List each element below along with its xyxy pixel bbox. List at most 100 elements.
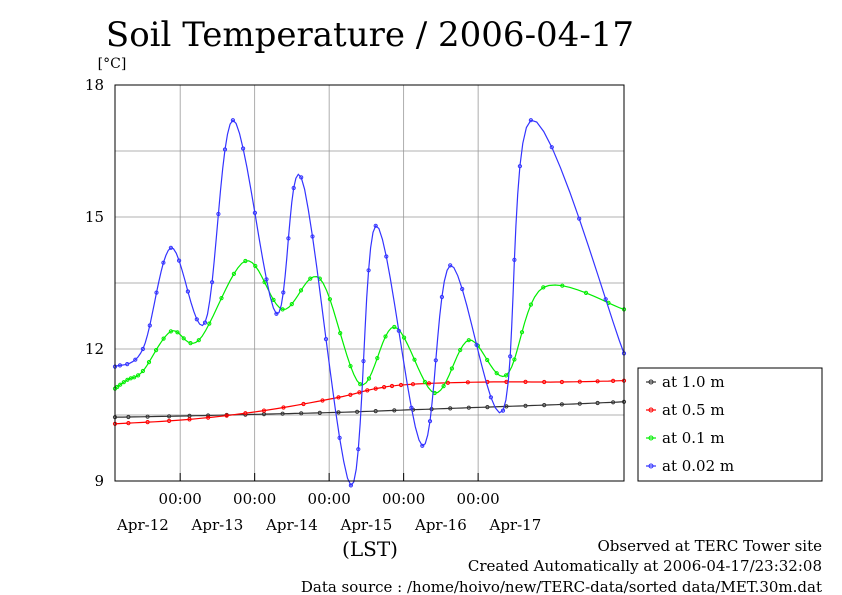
data-point bbox=[317, 410, 322, 415]
series-line bbox=[114, 260, 625, 394]
series-3 bbox=[112, 118, 627, 488]
data-point bbox=[125, 362, 130, 367]
data-point bbox=[392, 324, 397, 330]
data-point bbox=[181, 336, 186, 341]
data-point bbox=[219, 296, 224, 301]
data-point bbox=[445, 380, 450, 385]
data-point bbox=[357, 390, 362, 395]
y-tick-label: 12 bbox=[85, 340, 104, 358]
data-point bbox=[460, 286, 465, 292]
data-point bbox=[154, 348, 159, 353]
data-point bbox=[433, 358, 438, 363]
data-point bbox=[196, 338, 201, 343]
data-point bbox=[528, 302, 534, 307]
data-point bbox=[396, 328, 401, 333]
y-tick-label: 15 bbox=[85, 208, 104, 226]
data-point bbox=[291, 185, 296, 191]
x-date-label: Apr-13 bbox=[191, 516, 244, 534]
x-time-label: 00:00 bbox=[159, 490, 202, 508]
footer-site: Observed at TERC Tower site bbox=[597, 537, 822, 555]
data-point bbox=[373, 409, 378, 414]
data-point bbox=[488, 395, 493, 400]
data-point bbox=[281, 290, 286, 295]
data-point bbox=[231, 271, 236, 276]
data-point bbox=[542, 379, 547, 385]
data-point bbox=[222, 147, 228, 152]
legend-swatch-marker bbox=[648, 407, 654, 413]
data-point bbox=[206, 415, 211, 420]
data-point bbox=[383, 334, 388, 339]
data-point bbox=[517, 164, 523, 169]
legend-swatch-marker bbox=[648, 379, 654, 385]
data-point bbox=[299, 411, 304, 416]
data-point bbox=[410, 382, 416, 387]
series-line bbox=[114, 380, 624, 425]
data-point bbox=[118, 382, 123, 387]
data-point bbox=[348, 392, 353, 397]
data-point bbox=[168, 329, 173, 334]
plot-frame bbox=[114, 84, 625, 482]
data-point bbox=[145, 414, 150, 419]
legend: at 1.0 m at 0.5 m at 0.1 m at 0.02 m bbox=[637, 367, 823, 482]
data-point bbox=[168, 245, 173, 250]
data-point bbox=[426, 381, 432, 386]
y-tick-label: 18 bbox=[85, 76, 104, 94]
data-point bbox=[466, 338, 471, 343]
series-0 bbox=[112, 399, 627, 420]
data-point bbox=[167, 414, 172, 419]
data-point bbox=[559, 379, 565, 385]
data-point bbox=[409, 405, 414, 410]
data-point bbox=[466, 405, 471, 410]
data-point bbox=[336, 395, 341, 400]
data-point bbox=[308, 276, 313, 281]
series-line bbox=[114, 401, 625, 418]
data-point bbox=[323, 337, 329, 342]
data-point bbox=[448, 406, 453, 411]
data-point bbox=[281, 405, 286, 410]
data-point bbox=[549, 145, 554, 150]
chart-title: Soil Temperature / 2006-04-17 bbox=[106, 15, 634, 55]
data-point bbox=[519, 330, 525, 335]
footer-created: Created Automatically at 2006-04-17/23:3… bbox=[468, 557, 822, 575]
data-point bbox=[348, 483, 353, 488]
series-layer bbox=[112, 118, 627, 488]
data-point bbox=[412, 357, 417, 362]
data-point bbox=[337, 435, 342, 440]
series-line bbox=[114, 119, 625, 487]
legend-label: at 0.02 m bbox=[662, 457, 734, 475]
data-point bbox=[126, 414, 131, 420]
data-point bbox=[207, 321, 212, 326]
data-point bbox=[366, 268, 371, 273]
data-point bbox=[301, 401, 306, 407]
data-point bbox=[310, 234, 315, 239]
data-point bbox=[140, 346, 145, 352]
data-point bbox=[356, 447, 361, 452]
data-point bbox=[508, 354, 513, 359]
data-point bbox=[559, 402, 565, 407]
data-point bbox=[398, 382, 404, 388]
data-point bbox=[485, 405, 490, 410]
data-point bbox=[187, 417, 192, 422]
data-point bbox=[133, 357, 138, 362]
data-point bbox=[439, 294, 444, 300]
data-point bbox=[361, 359, 366, 364]
data-point bbox=[427, 419, 433, 424]
axis-ticks: 9 12 15 18 00:00 00:00 00:00 00:00 00:00 Apr-12 Ap… bbox=[85, 76, 541, 534]
data-point bbox=[449, 366, 454, 371]
legend-label: at 0.5 m bbox=[662, 401, 725, 419]
data-point bbox=[577, 216, 582, 221]
data-point bbox=[253, 263, 258, 269]
data-point bbox=[154, 290, 159, 295]
data-point bbox=[355, 409, 360, 414]
data-point bbox=[140, 368, 145, 374]
data-point bbox=[465, 380, 470, 385]
data-point bbox=[175, 330, 180, 335]
data-point bbox=[603, 297, 608, 302]
y-unit-label: [°C] bbox=[98, 56, 127, 72]
grid-lines bbox=[115, 85, 624, 481]
x-date-label: Apr-14 bbox=[265, 516, 318, 534]
data-point bbox=[512, 257, 517, 262]
data-point bbox=[280, 307, 285, 312]
data-point bbox=[145, 420, 150, 425]
data-point bbox=[560, 283, 565, 288]
